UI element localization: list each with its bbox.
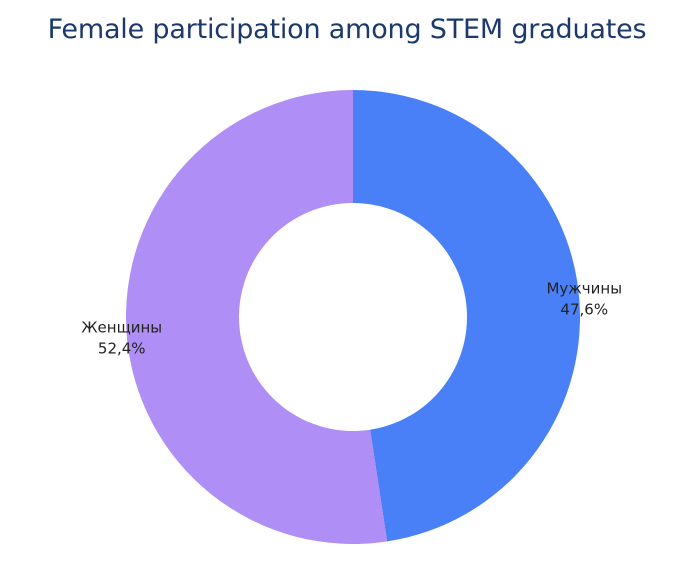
donut-slice-1 xyxy=(125,90,388,544)
slice-label-1: Женщины xyxy=(81,319,162,337)
chart-title: Female participation among STEM graduate… xyxy=(47,14,647,45)
slice-label-0: Мужчины xyxy=(546,279,622,297)
donut-slice-0 xyxy=(353,90,580,542)
slice-value-label-1: 52,4% xyxy=(98,340,146,358)
slice-value-label-0: 47,6% xyxy=(560,300,608,318)
